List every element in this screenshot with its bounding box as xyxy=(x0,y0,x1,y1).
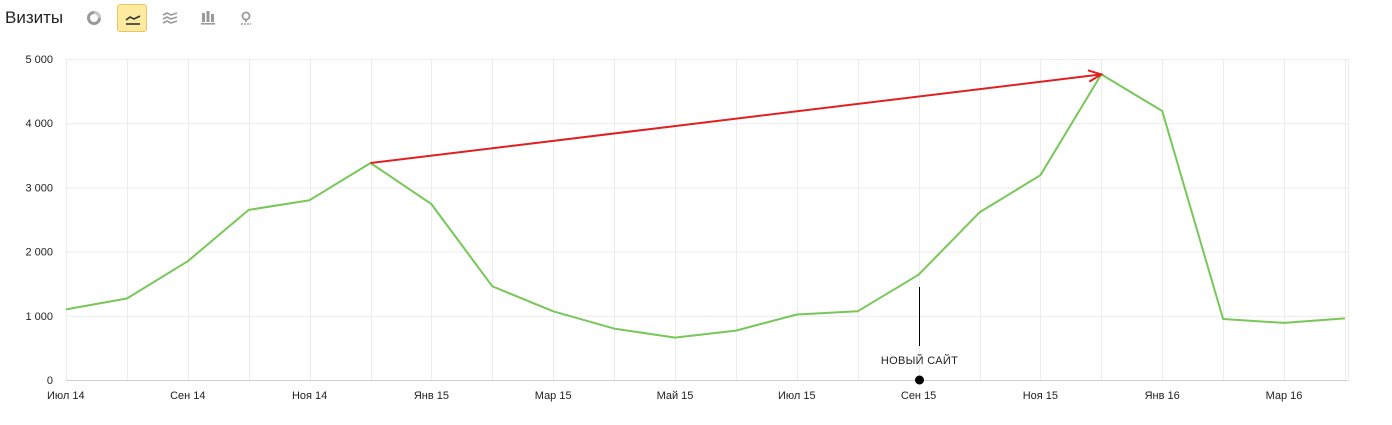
x-tick-label: Ноя 14 xyxy=(292,390,327,402)
x-tick-label: Май 15 xyxy=(657,390,694,402)
map-icon xyxy=(241,11,251,25)
x-tick-label: Сен 14 xyxy=(170,390,205,402)
trend-arrow-head xyxy=(1087,69,1104,83)
x-tick-label: Сен 15 xyxy=(901,390,936,402)
y-tick-label: 0 xyxy=(47,375,53,387)
event-marker-dot xyxy=(915,375,924,385)
x-tick-label: Июл 14 xyxy=(47,390,85,402)
y-tick-label: 4 000 xyxy=(25,118,53,130)
chart-toolbar: Визиты xyxy=(0,0,600,36)
area-chart-icon xyxy=(162,12,178,24)
chart-title: Визиты xyxy=(5,8,64,27)
trend-arrow-line xyxy=(370,73,1102,164)
x-tick-label: Ноя 15 xyxy=(1023,390,1058,402)
bar-chart-icon xyxy=(201,11,215,25)
area-chart-button[interactable] xyxy=(155,4,185,32)
series-line xyxy=(65,73,1345,339)
x-tick-label: Мар 16 xyxy=(1266,390,1303,402)
bar-chart-button[interactable] xyxy=(193,4,223,32)
y-tick-label: 3 000 xyxy=(25,182,53,194)
y-tick-label: 1 000 xyxy=(25,311,53,323)
line-chart-button[interactable] xyxy=(117,4,147,32)
event-marker-label: НОВЫЙ САЙТ xyxy=(881,354,958,367)
y-tick-label: 2 000 xyxy=(25,247,53,259)
x-tick-label: Мар 15 xyxy=(535,390,572,402)
x-tick-label: Июл 15 xyxy=(778,390,816,402)
x-tick-label: Янв 15 xyxy=(414,390,449,402)
x-tick-label: Янв 16 xyxy=(1145,390,1180,402)
pie-chart-button[interactable] xyxy=(79,4,109,32)
line-chart-icon xyxy=(125,15,141,25)
y-tick-label: 5 000 xyxy=(25,54,53,66)
pie-chart-icon xyxy=(87,11,101,25)
map-button[interactable] xyxy=(231,4,261,32)
